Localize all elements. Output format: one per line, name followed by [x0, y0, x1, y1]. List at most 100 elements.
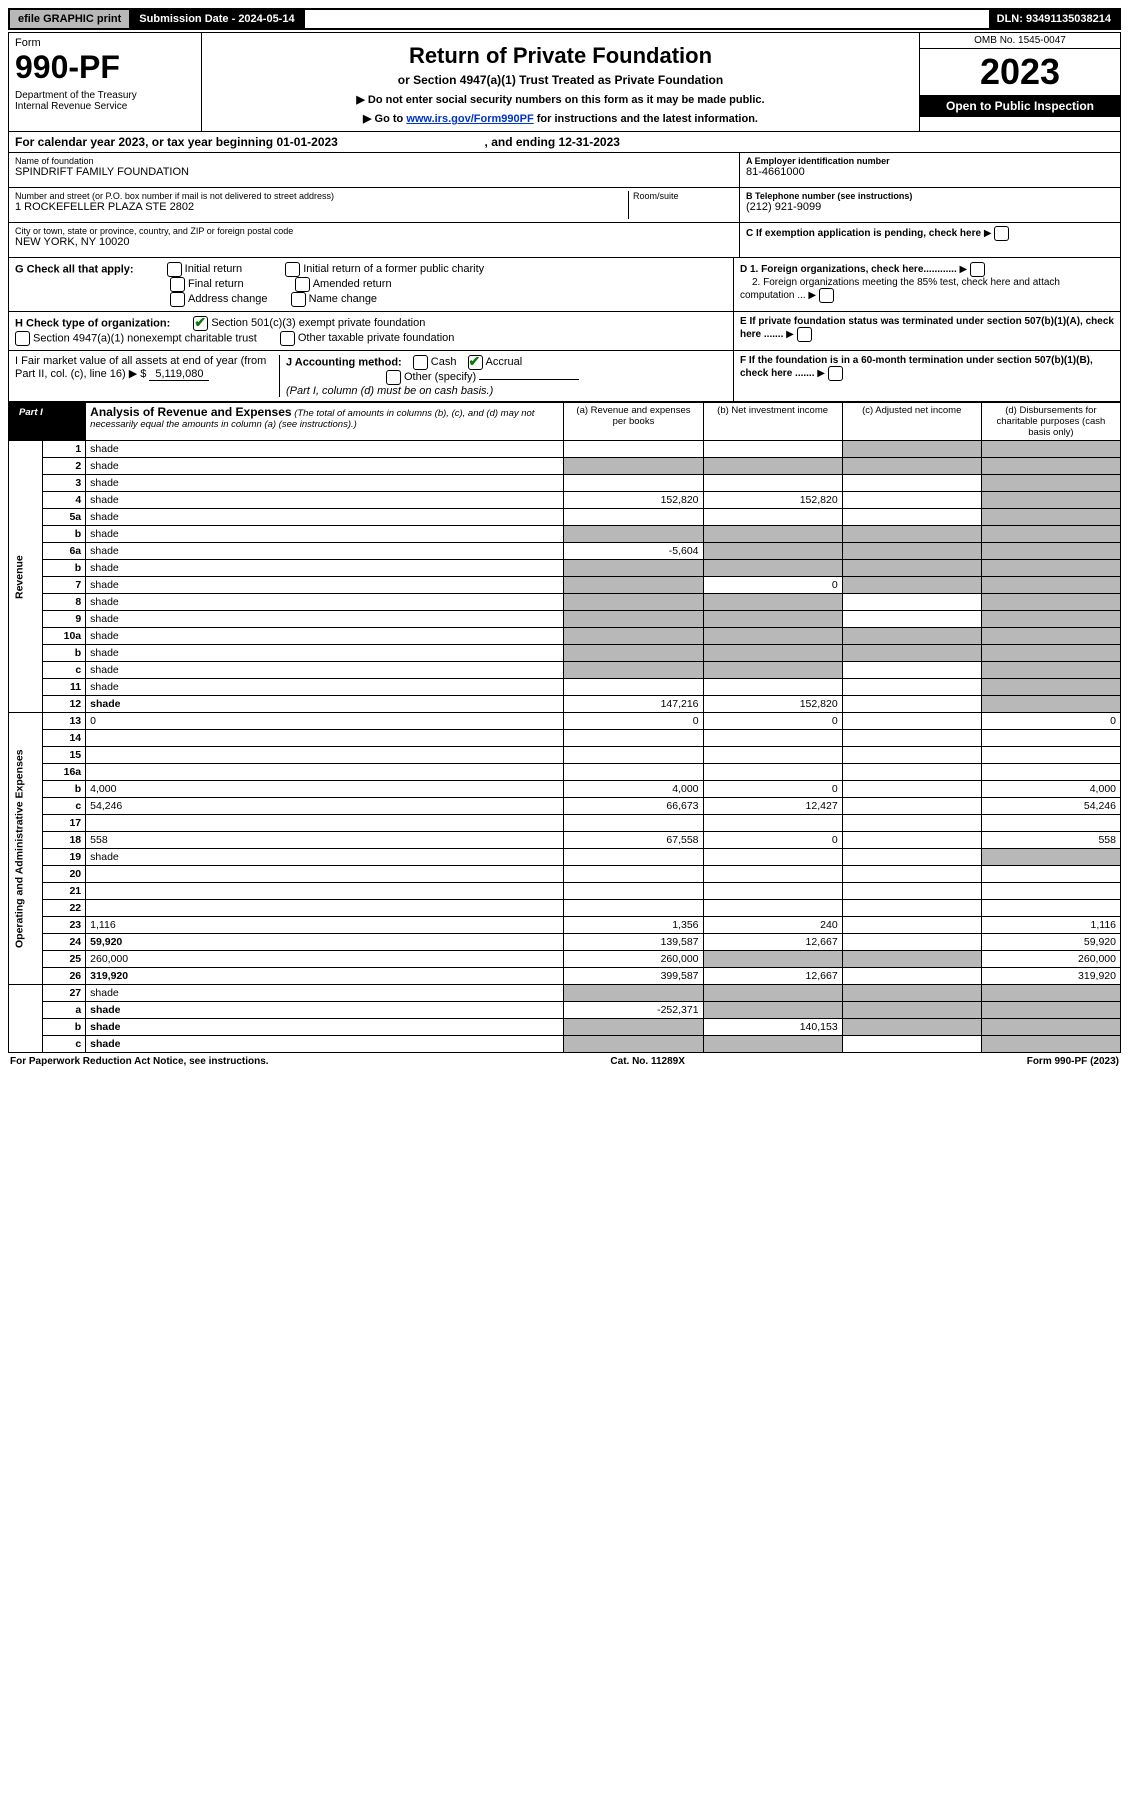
- footer: For Paperwork Reduction Act Notice, see …: [8, 1053, 1121, 1070]
- h-4947[interactable]: [15, 331, 30, 346]
- footer-right: Form 990-PF (2023): [1027, 1056, 1119, 1067]
- addr-label: Number and street (or P.O. box number if…: [15, 191, 628, 201]
- col-d-hdr: (d) Disbursements for charitable purpose…: [981, 403, 1120, 441]
- c-checkbox[interactable]: [994, 226, 1009, 241]
- line-desc: shade: [86, 594, 564, 611]
- line-number: 27: [42, 985, 85, 1002]
- line-desc: [86, 747, 564, 764]
- line-desc: shade: [86, 985, 564, 1002]
- line-desc: 54,246: [86, 798, 564, 815]
- d2-checkbox[interactable]: [819, 288, 834, 303]
- ein-label: A Employer identification number: [746, 156, 1114, 166]
- ein-value: 81-4661000: [746, 166, 1114, 178]
- line-desc: 558: [86, 832, 564, 849]
- efile-button[interactable]: efile GRAPHIC print: [10, 10, 131, 28]
- line-number: 5a: [42, 509, 85, 526]
- d2-label: 2. Foreign organizations meeting the 85%…: [740, 277, 1060, 301]
- side-label: Revenue: [9, 441, 43, 713]
- line-desc: shade: [86, 849, 564, 866]
- line-desc: shade: [86, 475, 564, 492]
- line-number: b: [42, 645, 85, 662]
- e-checkbox[interactable]: [797, 327, 812, 342]
- line-number: 6a: [42, 543, 85, 560]
- line-number: c: [42, 798, 85, 815]
- g-row: G Check all that apply: Initial return I…: [8, 258, 1121, 312]
- line-number: 19: [42, 849, 85, 866]
- g-amended[interactable]: [295, 277, 310, 292]
- line-number: 12: [42, 696, 85, 713]
- h-501c3[interactable]: [193, 316, 208, 331]
- form990pf-link[interactable]: www.irs.gov/Form990PF: [406, 113, 533, 125]
- line-desc: shade: [86, 1002, 564, 1019]
- line-number: b: [42, 526, 85, 543]
- line-desc: shade: [86, 662, 564, 679]
- i-label: I Fair market value of all assets at end…: [15, 355, 266, 380]
- g-label: G Check all that apply:: [15, 263, 134, 275]
- omb-number: OMB No. 1545-0047: [920, 33, 1120, 49]
- g-address-change[interactable]: [170, 292, 185, 307]
- g-name-change[interactable]: [291, 292, 306, 307]
- info-grid: Name of foundation SPINDRIFT FAMILY FOUN…: [8, 153, 1121, 258]
- line-number: a: [42, 1002, 85, 1019]
- line-number: c: [42, 662, 85, 679]
- g-initial-return[interactable]: [167, 262, 182, 277]
- line-number: 8: [42, 594, 85, 611]
- part1-title: Analysis of Revenue and Expenses: [90, 405, 291, 419]
- line-desc: [86, 764, 564, 781]
- line-number: 9: [42, 611, 85, 628]
- line-number: 26: [42, 968, 85, 985]
- line-desc: shade: [86, 526, 564, 543]
- d1-checkbox[interactable]: [970, 262, 985, 277]
- line-desc: shade: [86, 1019, 564, 1036]
- line-desc: [86, 866, 564, 883]
- j-other[interactable]: [386, 370, 401, 385]
- c-label: C If exemption application is pending, c…: [746, 228, 981, 239]
- j-accrual[interactable]: [468, 355, 483, 370]
- line-number: 22: [42, 900, 85, 917]
- line-number: 13: [42, 713, 85, 730]
- line-desc: [86, 730, 564, 747]
- line-number: 7: [42, 577, 85, 594]
- line-number: b: [42, 781, 85, 798]
- ij-row: I Fair market value of all assets at end…: [8, 351, 1121, 402]
- calendar-year-row: For calendar year 2023, or tax year begi…: [8, 132, 1121, 153]
- g-initial-public[interactable]: [285, 262, 300, 277]
- line-desc: shade: [86, 645, 564, 662]
- j-label: J Accounting method:: [286, 356, 402, 368]
- form-subtitle: or Section 4947(a)(1) Trust Treated as P…: [208, 73, 913, 87]
- tax-year: 2023: [920, 49, 1120, 95]
- col-a-hdr: (a) Revenue and expenses per books: [564, 403, 703, 441]
- foundation-name: SPINDRIFT FAMILY FOUNDATION: [15, 166, 733, 178]
- line-number: 11: [42, 679, 85, 696]
- h-other-taxable[interactable]: [280, 331, 295, 346]
- line-number: 1: [42, 441, 85, 458]
- tel-value: (212) 921-9099: [746, 201, 1114, 213]
- f-checkbox[interactable]: [828, 366, 843, 381]
- i-value: 5,119,080: [149, 368, 209, 381]
- line-number: 10a: [42, 628, 85, 645]
- col-c-hdr: (c) Adjusted net income: [842, 403, 981, 441]
- g-final-return[interactable]: [170, 277, 185, 292]
- footer-mid: Cat. No. 11289X: [610, 1056, 684, 1067]
- line-number: 14: [42, 730, 85, 747]
- line-number: 3: [42, 475, 85, 492]
- foundation-city: NEW YORK, NY 10020: [15, 236, 733, 248]
- line-desc: shade: [86, 441, 564, 458]
- submission-date: Submission Date - 2024-05-14: [131, 10, 304, 28]
- line-desc: shade: [86, 509, 564, 526]
- line-number: 18: [42, 832, 85, 849]
- line-number: 4: [42, 492, 85, 509]
- line-desc: 319,920: [86, 968, 564, 985]
- h-row: H Check type of organization: Section 50…: [8, 312, 1121, 351]
- line-number: 21: [42, 883, 85, 900]
- line-desc: 0: [86, 713, 564, 730]
- line-desc: shade: [86, 1036, 564, 1053]
- line-number: 16a: [42, 764, 85, 781]
- line-desc: 4,000: [86, 781, 564, 798]
- line-number: 23: [42, 917, 85, 934]
- form-word: Form: [15, 37, 195, 49]
- line-desc: shade: [86, 577, 564, 594]
- j-cash[interactable]: [413, 355, 428, 370]
- line-number: c: [42, 1036, 85, 1053]
- part1-table: Part I Analysis of Revenue and Expenses …: [8, 402, 1121, 1053]
